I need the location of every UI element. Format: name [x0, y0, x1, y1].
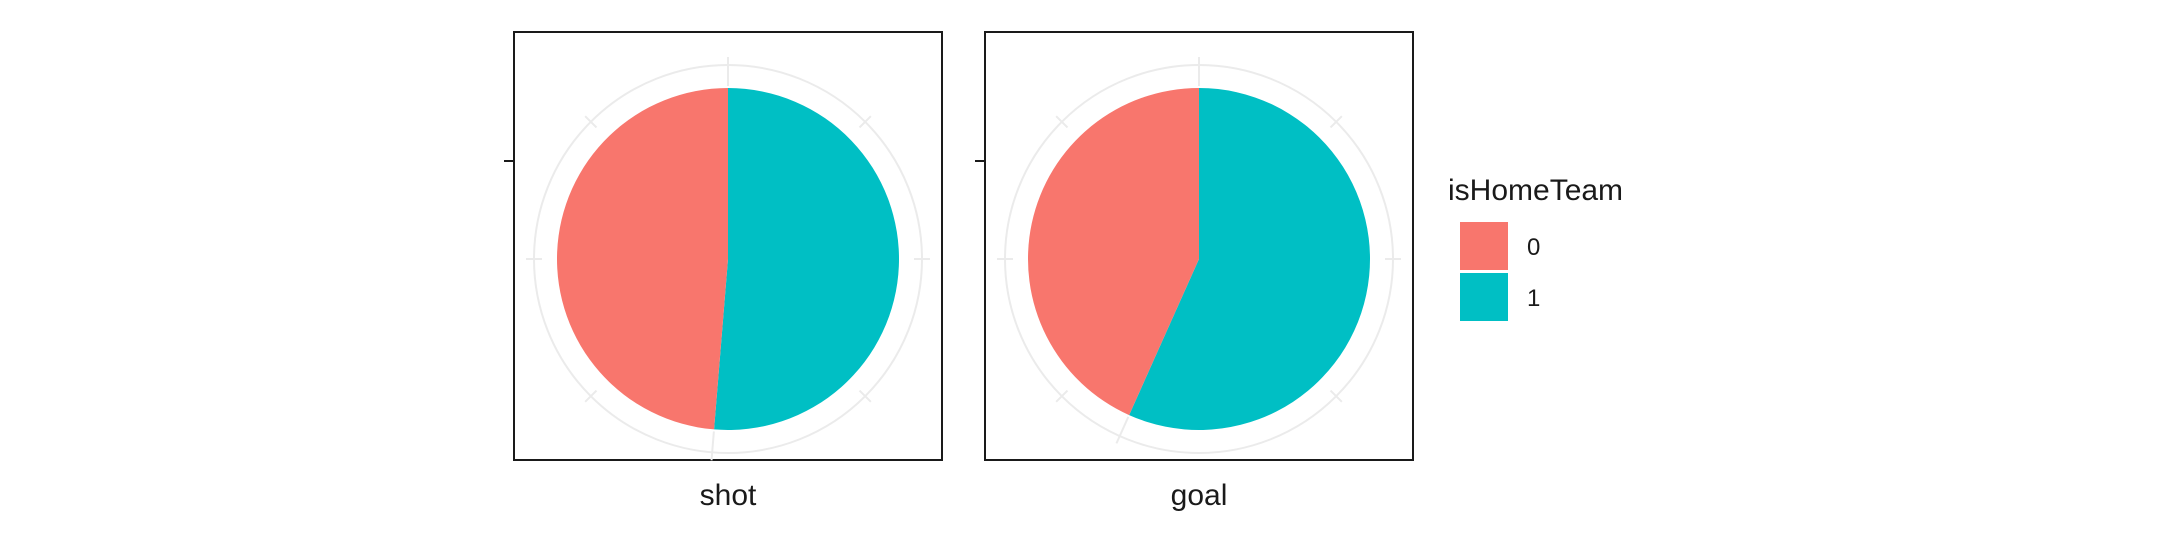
- facet-label-shot: shot: [700, 479, 757, 512]
- pie-slice-goal-1: [1129, 88, 1370, 430]
- grid-tick: [710, 431, 715, 461]
- grid-tick: [1329, 389, 1343, 403]
- pie-slice-shot-1: [714, 88, 899, 430]
- legend-label-1: 1: [1527, 285, 1540, 312]
- legend-entry-1: 1: [1460, 273, 1540, 321]
- legend: isHomeTeam 01: [1448, 174, 1623, 321]
- facet-panels: shot goal: [504, 31, 1414, 512]
- legend-key-1: [1460, 273, 1508, 321]
- legend-title: isHomeTeam: [1448, 174, 1623, 207]
- pie-slice-shot-0: [556, 88, 728, 430]
- pie-slice-goal-0: [1028, 88, 1199, 416]
- facet-panel-goal: goal: [975, 31, 1414, 512]
- facet-panel-shot: shot: [504, 31, 943, 512]
- legend-entry-0: 0: [1460, 222, 1540, 270]
- grid-tick: [858, 115, 872, 129]
- facet-label-goal: goal: [1171, 479, 1228, 512]
- grid-tick: [584, 115, 598, 129]
- grid-tick: [858, 389, 872, 403]
- legend-entries: 01: [1460, 222, 1540, 321]
- grid-tick: [1055, 115, 1069, 129]
- grid-tick: [1055, 389, 1069, 403]
- legend-key-0: [1460, 222, 1508, 270]
- legend-label-0: 0: [1527, 234, 1540, 261]
- grid-tick: [584, 389, 598, 403]
- grid-tick: [1115, 416, 1130, 444]
- grid-tick: [1329, 115, 1343, 129]
